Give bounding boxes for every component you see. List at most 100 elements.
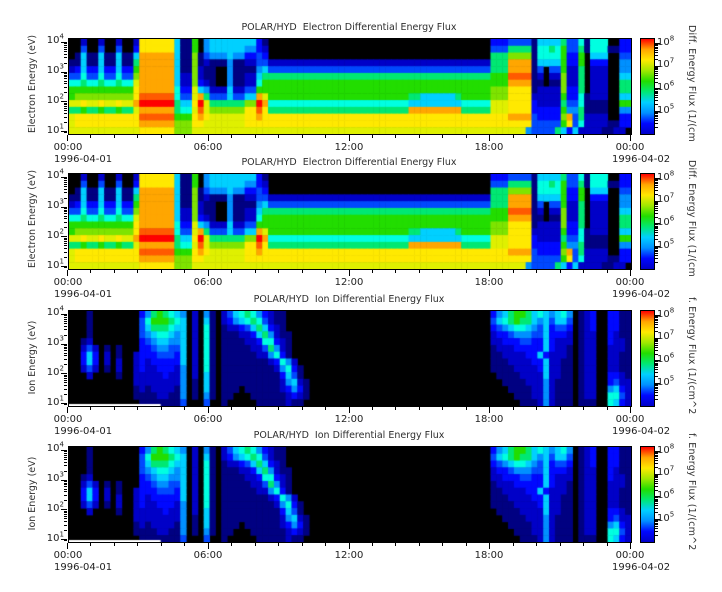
y-minor-tick — [64, 320, 67, 322]
x-minor-tick — [325, 543, 326, 546]
colorbar-unit-label: f. Energy Flux (1/(cm^2 — [686, 433, 697, 551]
colorbar-minor-tick — [655, 58, 658, 60]
y-minor-tick — [64, 80, 67, 82]
colorbar-minor-tick — [655, 321, 658, 323]
y-minor-tick — [64, 207, 67, 209]
colorbar-minor-tick — [655, 66, 658, 68]
x-minor-tick — [278, 270, 279, 273]
panel-title: POLAR/HYD Ion Differential Energy Flux — [253, 294, 445, 305]
y-minor-tick — [64, 470, 67, 472]
x-minor-tick — [466, 543, 467, 546]
colorbar-minor-tick — [655, 122, 658, 124]
colorbar-minor-tick — [655, 204, 658, 206]
colorbar-minor-tick — [655, 77, 658, 79]
x-major-tick — [208, 543, 209, 549]
x-tick-label: 12:00 — [334, 142, 364, 153]
x-major-tick — [489, 270, 490, 276]
y-tick-label: 104 — [46, 305, 64, 319]
colorbar-minor-tick — [655, 388, 658, 390]
x-minor-tick — [442, 135, 443, 138]
colorbar-minor-tick — [655, 224, 658, 226]
x-minor-tick — [583, 135, 584, 138]
colorbar-minor-tick — [655, 353, 658, 355]
x-minor-tick — [536, 135, 537, 138]
colorbar-minor-tick — [655, 456, 658, 458]
colorbar-minor-tick — [655, 230, 658, 232]
y-minor-tick — [64, 122, 67, 124]
colorbar-minor-tick — [655, 252, 658, 254]
y-minor-tick — [64, 179, 67, 181]
colorbar-major-tick — [655, 519, 660, 520]
y-minor-tick — [64, 74, 67, 76]
x-minor-tick — [231, 543, 232, 546]
y-minor-tick — [64, 518, 67, 520]
colorbar-minor-tick — [655, 384, 658, 386]
x-minor-tick — [137, 270, 138, 273]
y-minor-tick — [64, 486, 67, 488]
colorbar-minor-tick — [655, 460, 658, 462]
y-axis-title: Ion Energy (eV) — [27, 320, 38, 395]
colorbar-minor-tick — [655, 498, 658, 500]
y-minor-tick — [64, 451, 67, 453]
x-tick-label: 12:00 — [334, 277, 364, 288]
colorbar-unit-label: Diff. Energy Flux (1/(cm — [686, 160, 697, 277]
y-minor-tick — [64, 211, 67, 213]
x-minor-tick — [607, 135, 608, 138]
x-minor-tick — [137, 543, 138, 546]
x-minor-tick — [419, 407, 420, 410]
x-major-tick — [489, 135, 490, 141]
colorbar-minor-tick — [655, 67, 658, 69]
start-date-label: 1996-04-01 — [54, 426, 113, 437]
y-minor-tick — [64, 92, 67, 94]
x-minor-tick — [560, 543, 561, 546]
colorbar-minor-tick — [655, 525, 658, 527]
x-major-tick — [349, 543, 350, 549]
y-minor-tick — [64, 213, 67, 215]
x-major-tick — [349, 407, 350, 413]
y-minor-tick — [64, 359, 67, 361]
y-minor-tick — [64, 456, 67, 458]
x-minor-tick — [560, 270, 561, 273]
colorbar-major-tick — [655, 451, 660, 453]
y-minor-tick — [64, 329, 67, 331]
x-minor-tick — [419, 135, 420, 138]
colorbar-tick-label: 106 — [657, 214, 675, 228]
panel-title: POLAR/HYD Electron Differential Energy F… — [241, 157, 457, 168]
y-minor-tick — [64, 515, 67, 517]
x-minor-tick — [161, 135, 162, 138]
end-date-label: 1996-04-02 — [612, 562, 671, 573]
x-minor-tick — [395, 135, 396, 138]
colorbar-minor-tick — [655, 342, 658, 344]
y-minor-tick — [64, 197, 67, 199]
colorbar-major-tick — [655, 315, 660, 317]
colorbar-minor-tick — [655, 475, 658, 477]
x-minor-tick — [560, 407, 561, 410]
y-major-tick — [61, 509, 67, 511]
x-minor-tick — [536, 270, 537, 273]
colorbar-tick-label: 107 — [657, 328, 675, 343]
y-minor-tick — [64, 248, 67, 250]
y-minor-tick — [64, 62, 67, 64]
colorbar-minor-tick — [655, 193, 658, 195]
colorbar-minor-tick — [655, 330, 658, 332]
colorbar-minor-tick — [655, 89, 658, 91]
y-major-tick — [61, 403, 67, 405]
x-minor-tick — [325, 270, 326, 273]
y-minor-tick — [64, 491, 67, 493]
x-minor-tick — [607, 543, 608, 546]
x-minor-tick — [442, 407, 443, 410]
x-tick-label: 00:00 — [615, 414, 645, 425]
x-tick-label: 00:00 — [615, 277, 645, 288]
y-minor-tick — [64, 316, 67, 318]
colorbar-tick-label: 105 — [657, 237, 675, 251]
x-minor-tick — [372, 135, 373, 138]
colorbar-major-tick — [655, 383, 660, 384]
colorbar-tick-label: 106 — [657, 79, 675, 93]
x-major-tick — [67, 407, 68, 413]
x-major-tick — [208, 270, 209, 276]
y-minor-tick — [64, 43, 67, 45]
y-minor-tick — [64, 110, 67, 112]
colorbar-minor-tick — [655, 183, 658, 185]
colorbar-minor-tick — [655, 520, 658, 522]
y-minor-tick — [64, 482, 67, 484]
